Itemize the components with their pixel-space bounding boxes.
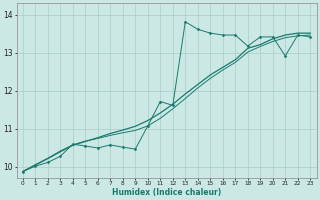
X-axis label: Humidex (Indice chaleur): Humidex (Indice chaleur) [112, 188, 221, 197]
